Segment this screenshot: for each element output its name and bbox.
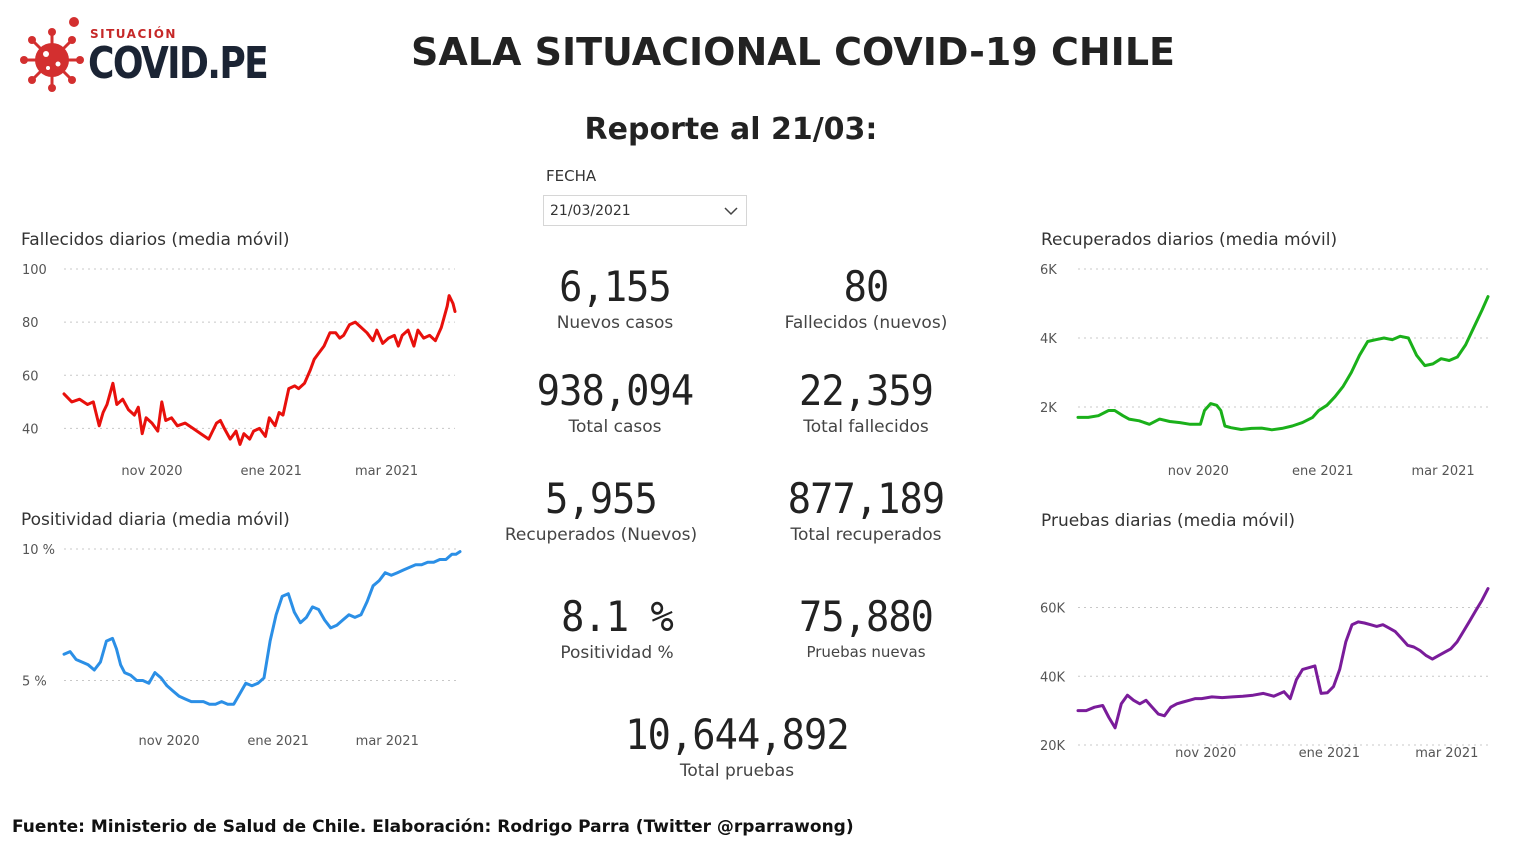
kpi-label: Nuevos casos <box>556 313 674 333</box>
logo-subtitle: SITUACIÓN <box>90 27 177 41</box>
kpi-value: 5,955 <box>545 474 658 523</box>
kpi-value: 6,155 <box>559 262 672 311</box>
kpi-value: 877,189 <box>787 474 945 523</box>
x-tick-label: ene 2021 <box>1299 746 1360 761</box>
series-line-positividad <box>62 550 462 706</box>
x-tick-label: nov 2020 <box>1175 746 1236 761</box>
series-line-pruebas <box>1076 587 1490 730</box>
kpi-pruebas-nuevas: 75,880 Pruebas nuevas <box>751 592 981 661</box>
kpi-value: 22,359 <box>798 366 934 415</box>
kpi-value: 8.1 % <box>561 592 674 641</box>
kpi-total-pruebas: 10,644,892 Total pruebas <box>582 710 892 781</box>
chart-recuperados: 2K 4K 6K nov 2020 ene 2021 mar 2021 <box>1040 263 1490 479</box>
y-tick-label: 6K <box>1040 263 1057 278</box>
chart-pruebas: 20K 40K 60K nov 2020 ene 2021 mar 2021 <box>1040 587 1490 761</box>
kpi-value: 75,880 <box>798 592 934 641</box>
kpi-total-casos: 938,094 Total casos <box>500 366 730 437</box>
logo-wordmark: COVID.PE <box>88 38 269 89</box>
kpi-value: 80 <box>843 262 890 311</box>
virus-icon <box>20 17 84 92</box>
chart-title-fallecidos: Fallecidos diarios (media móvil) <box>21 230 290 250</box>
kpi-fallecidos-nuevos: 80 Fallecidos (nuevos) <box>751 262 981 333</box>
source-footer: Fuente: Ministerio de Salud de Chile. El… <box>12 817 854 837</box>
report-date-title: Reporte al 21/03: <box>584 112 878 147</box>
chevron-down-icon <box>724 207 738 216</box>
chart-positividad: 5 % 10 % nov 2020 ene 2021 mar 2021 <box>22 543 462 749</box>
kpi-value: 938,094 <box>536 366 694 415</box>
kpi-total-recuperados: 877,189 Total recuperados <box>751 474 981 545</box>
y-tick-label: 60 <box>22 369 39 384</box>
x-tick-label: nov 2020 <box>139 734 200 749</box>
y-tick-label: 20K <box>1040 739 1066 754</box>
logo <box>18 14 248 96</box>
series-line-recuperados <box>1076 295 1490 432</box>
page-title: SALA SITUACIONAL COVID-19 CHILE <box>411 30 1175 74</box>
y-tick-label: 40K <box>1040 670 1066 685</box>
x-tick-label: mar 2021 <box>356 734 419 749</box>
y-tick-label: 40 <box>22 422 39 437</box>
x-tick-label: ene 2021 <box>1292 464 1353 479</box>
kpi-positividad: 8.1 % Positividad % <box>502 592 732 663</box>
date-filter-dropdown[interactable]: 21/03/2021 <box>543 195 747 226</box>
x-tick-label: mar 2021 <box>1415 746 1478 761</box>
x-tick-label: nov 2020 <box>1168 464 1229 479</box>
date-filter-label: FECHA <box>546 167 597 185</box>
kpi-total-fallecidos: 22,359 Total fallecidos <box>751 366 981 437</box>
chart-title-recuperados: Recuperados diarios (media móvil) <box>1041 230 1338 250</box>
y-tick-label: 80 <box>22 316 39 331</box>
chart-title-pruebas: Pruebas diarias (media móvil) <box>1041 511 1296 531</box>
y-tick-label: 2K <box>1040 401 1057 416</box>
kpi-value: 10,644,892 <box>625 710 849 759</box>
kpi-label: Pruebas nuevas <box>806 643 926 661</box>
x-tick-label: nov 2020 <box>121 464 182 479</box>
y-tick-label: 60K <box>1040 602 1066 617</box>
y-tick-label: 100 <box>22 263 47 278</box>
chart-title-positividad: Positividad diaria (media móvil) <box>21 510 290 530</box>
kpi-nuevos-casos: 6,155 Nuevos casos <box>500 262 730 333</box>
x-tick-label: ene 2021 <box>241 464 302 479</box>
kpi-label: Total fallecidos <box>803 417 929 437</box>
kpi-label: Total recuperados <box>790 525 942 545</box>
x-tick-label: mar 2021 <box>1412 464 1475 479</box>
x-tick-label: ene 2021 <box>247 734 308 749</box>
kpi-label: Positividad % <box>560 643 674 663</box>
y-tick-label: 10 % <box>22 543 55 558</box>
date-filter-value: 21/03/2021 <box>550 203 631 219</box>
y-tick-label: 5 % <box>22 675 47 690</box>
x-tick-label: mar 2021 <box>355 464 418 479</box>
series-line-fallecidos <box>62 294 457 446</box>
kpi-recuperados-nuevos: 5,955 Recuperados (Nuevos) <box>486 474 716 545</box>
chart-fallecidos: 40 60 80 100 nov 2020 ene 2021 mar 2021 <box>22 263 457 479</box>
y-tick-label: 4K <box>1040 332 1057 347</box>
kpi-label: Total casos <box>568 417 662 437</box>
kpi-label: Recuperados (Nuevos) <box>504 525 698 545</box>
kpi-label: Fallecidos (nuevos) <box>784 313 948 333</box>
kpi-label: Total pruebas <box>679 761 795 781</box>
